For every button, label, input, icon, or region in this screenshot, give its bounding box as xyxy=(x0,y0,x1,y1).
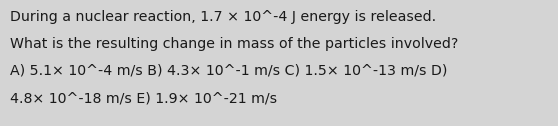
Text: During a nuclear reaction, 1.7 × 10^-4 J energy is released.: During a nuclear reaction, 1.7 × 10^-4 J… xyxy=(10,10,436,24)
Text: A) 5.1× 10^-4 m/s B) 4.3× 10^-1 m/s C) 1.5× 10^-13 m/s D): A) 5.1× 10^-4 m/s B) 4.3× 10^-1 m/s C) 1… xyxy=(10,64,448,78)
Text: What is the resulting change in mass of the particles involved?: What is the resulting change in mass of … xyxy=(10,37,458,51)
Text: 4.8× 10^-18 m/s E) 1.9× 10^-21 m/s: 4.8× 10^-18 m/s E) 1.9× 10^-21 m/s xyxy=(10,91,277,105)
